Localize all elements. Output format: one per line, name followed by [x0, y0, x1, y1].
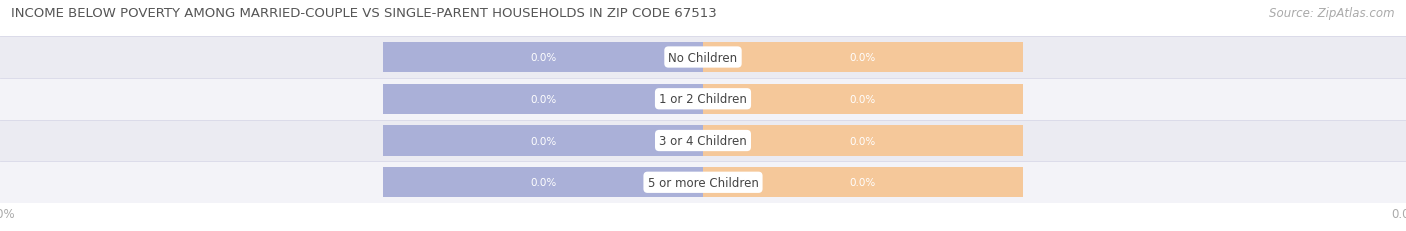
Text: INCOME BELOW POVERTY AMONG MARRIED-COUPLE VS SINGLE-PARENT HOUSEHOLDS IN ZIP COD: INCOME BELOW POVERTY AMONG MARRIED-COUPL…: [11, 7, 717, 20]
Text: 0.0%: 0.0%: [849, 177, 876, 188]
Text: 0.0%: 0.0%: [849, 136, 876, 146]
Bar: [0, 37, 1406, 79]
Text: 5 or more Children: 5 or more Children: [648, 176, 758, 189]
Text: 0.0%: 0.0%: [530, 136, 557, 146]
Text: 0.0%: 0.0%: [530, 94, 557, 104]
Bar: [384, 126, 703, 156]
Bar: [384, 43, 703, 73]
Bar: [384, 167, 703, 198]
Text: 0.0%: 0.0%: [530, 53, 557, 63]
Bar: [0, 79, 1406, 120]
Text: 0.0%: 0.0%: [530, 177, 557, 188]
Text: 0.0%: 0.0%: [849, 94, 876, 104]
Bar: [703, 43, 1022, 73]
Bar: [703, 167, 1022, 198]
Text: 1 or 2 Children: 1 or 2 Children: [659, 93, 747, 106]
Bar: [0, 162, 1406, 203]
Text: Source: ZipAtlas.com: Source: ZipAtlas.com: [1270, 7, 1395, 20]
Bar: [703, 84, 1022, 114]
Bar: [0, 120, 1406, 162]
Bar: [703, 126, 1022, 156]
Bar: [384, 84, 703, 114]
Text: 0.0%: 0.0%: [849, 53, 876, 63]
Text: No Children: No Children: [668, 51, 738, 64]
Text: 3 or 4 Children: 3 or 4 Children: [659, 134, 747, 147]
